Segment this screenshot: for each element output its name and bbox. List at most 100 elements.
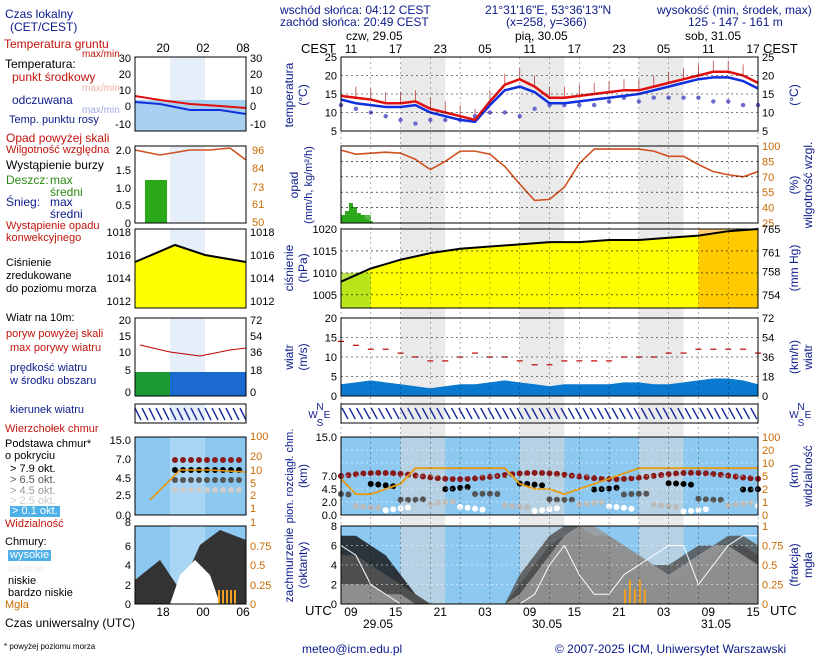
legend-okt-1: > 7.9 okt. <box>10 463 56 475</box>
compass-s-right: S <box>798 418 805 429</box>
unit-temperature-u: (°C) <box>296 84 310 105</box>
humidity-tick: 100 <box>762 141 780 153</box>
legend-rain-max: max <box>50 173 73 187</box>
dewpoint-point <box>740 102 746 108</box>
legend-cloud-base-dot <box>220 477 226 483</box>
wind-direction-arrow <box>450 407 459 420</box>
unit-pressure-u: (hPa) <box>296 253 310 282</box>
legend-wind-direction-arrow <box>239 407 247 421</box>
wind-direction-arrow <box>355 407 364 420</box>
cloud-base-dot <box>442 486 449 493</box>
cloud-base-dot <box>509 503 516 510</box>
legend-wind-tick-right: 54 <box>250 331 262 343</box>
legend-cloud-base-tick: 0.0 <box>116 510 131 522</box>
legend-precip-tick: 1.5 <box>116 165 131 177</box>
precip-bar <box>341 215 345 223</box>
precip-bar <box>348 203 353 223</box>
legend-wind-direction-arrow <box>225 407 233 421</box>
cloud-base-dot <box>479 474 486 481</box>
dewpoint-point <box>383 114 388 119</box>
legend-panel-border-3 <box>134 317 247 397</box>
legend-pressure-tick-left: 1018 <box>107 227 131 239</box>
legend-wind-direction-arrow <box>148 407 156 421</box>
legend-humidity-tick: 84 <box>252 163 264 175</box>
wind-direction-arrow <box>414 407 422 420</box>
utc-tick: 15 <box>746 605 760 619</box>
cloud-base-dot <box>687 507 694 514</box>
wind-direction-arrow <box>742 407 751 420</box>
wind-direction-arrow <box>611 407 619 420</box>
legend-wind-dir: kierunek wiatru <box>10 404 84 416</box>
cloud-cover-tick: 8 <box>331 521 337 533</box>
fog-tick: 0 <box>762 599 768 611</box>
legend-cloud-cover-white <box>170 560 220 604</box>
legend-soil-maxmin: max/min <box>82 49 120 60</box>
cest-tick: 05 <box>657 42 671 56</box>
cloud-base-dot <box>710 470 717 477</box>
legend-fog-bar <box>222 590 224 604</box>
fog-bar <box>623 589 626 604</box>
legend-temp-tick-right: 10 <box>250 85 262 97</box>
legend-snow-max: max <box>50 195 73 209</box>
legend-visibility: Widzialność <box>5 518 64 530</box>
legend-wind-direction-arrow <box>134 407 142 421</box>
fog-bar <box>638 579 641 604</box>
legend-cloud-base-dot <box>220 457 226 463</box>
cest-tick: 11 <box>345 42 358 56</box>
unit-fog: mgła <box>801 552 815 578</box>
legend-cloud-base-dot <box>236 487 242 493</box>
cloud-base-dot <box>717 496 724 503</box>
temp-tick-left: 10 <box>325 108 337 120</box>
footer-email[interactable]: meteo@icm.edu.pl <box>302 642 403 656</box>
cloud-base-dot <box>673 480 680 487</box>
cloud-base-dot <box>524 504 531 511</box>
temp-tick-right: 25 <box>762 52 774 64</box>
cloud-base-dot <box>419 496 426 503</box>
legend-cloud-base-tick: 15.0 <box>110 435 131 447</box>
legend-fog: Mgła <box>5 599 29 611</box>
cloud-base-tick: 0.0 <box>322 510 337 522</box>
utc-date-1: 29.05 <box>363 617 394 631</box>
fog-bar <box>633 589 636 604</box>
legend-local-time-2: (CET/CEST) <box>10 20 78 34</box>
legend-humidity-line <box>134 147 247 161</box>
unit-visibility-u: (km) <box>787 464 801 488</box>
legend-panel-5-bg <box>135 437 246 515</box>
cloud-base-dot <box>650 472 657 479</box>
coords-text: 21°31'16"E, 53°36'13"N <box>485 3 612 17</box>
cloud-base-dot <box>501 472 508 479</box>
legend-temp-tick-left: 0 <box>125 101 131 113</box>
dewpoint-point <box>711 99 716 104</box>
utc-tick: 09 <box>523 605 537 619</box>
legend-pressure-tick-right: 1012 <box>250 296 274 308</box>
dewpoint-point <box>651 95 656 100</box>
cloud-base-dot <box>747 486 754 493</box>
compass-w-left: W <box>308 410 318 421</box>
cloud-base-dot <box>382 469 389 476</box>
legend-cloud-base-dot <box>188 457 194 463</box>
cest-tick: 11 <box>523 42 536 56</box>
legend-precip-over: Opad powyżej skali <box>6 131 110 145</box>
legend-fog-tick: 1 <box>250 517 256 529</box>
legend-visibility-tick: 5 <box>250 478 256 490</box>
cloud-base-dot <box>561 496 568 503</box>
cloud-base-dot <box>501 502 508 509</box>
utc-label-right: UTC <box>770 603 797 618</box>
wind-direction-arrow <box>501 407 510 420</box>
cloud-base-dot <box>673 503 680 510</box>
cloud-base-dot <box>397 496 404 503</box>
wind-tick-kmh: 36 <box>762 352 774 364</box>
cloud-base-dot <box>390 470 397 477</box>
legend-humidity-tick: 50 <box>252 217 264 229</box>
legend-cloud-base-dot <box>196 487 202 493</box>
wind-tick: 10 <box>325 352 337 364</box>
cloud-base-dot <box>628 490 635 497</box>
cloud-base-tick: 4.5 <box>322 484 337 496</box>
cloud-base-dot <box>382 482 389 489</box>
legend-top-tick: 20 <box>156 41 170 55</box>
dewpoint-point <box>517 114 522 119</box>
fog-bar <box>643 589 646 604</box>
legend-panel-border-0 <box>134 56 247 132</box>
cloud-base-dot <box>434 499 441 506</box>
